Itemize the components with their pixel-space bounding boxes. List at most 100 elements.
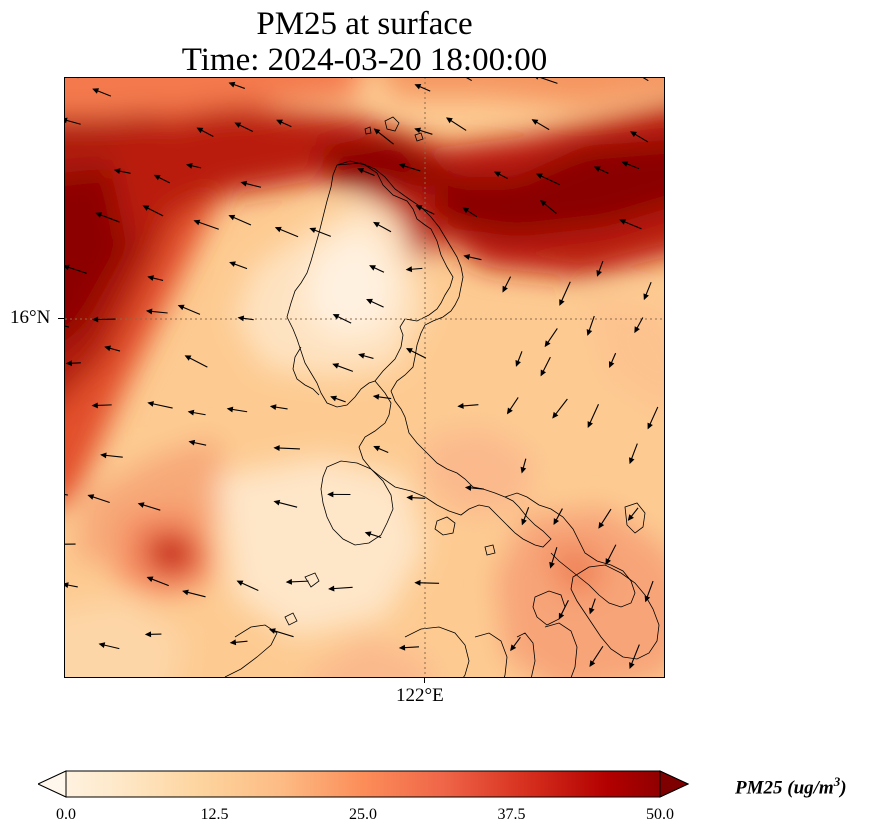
wind-vector-head [619,219,627,225]
wind-vector-head [372,393,380,400]
wind-vector-head [515,360,521,367]
wind-vector-head [327,491,334,498]
colorbar [38,770,690,798]
wind-vector-head [414,579,421,586]
wind-vector-head [91,402,98,409]
wind-vector-head [521,518,527,526]
map-plot-area[interactable] [65,77,664,677]
wind-vector-head [644,595,651,603]
lat-tick-label: 16°N [10,307,51,328]
wind-vector-head [553,518,560,526]
wind-vector-head [228,214,236,221]
wind-vector-head [593,166,601,172]
colorbar-body [38,770,690,798]
wind-vector-head [608,361,615,368]
wind-vector-head [587,421,593,428]
wind-vector-head [182,589,189,596]
colorbar-tick-label: 50.0 [646,806,674,823]
wind-vector-head [643,293,649,301]
wind-vector-head [531,119,539,125]
bataan-peninsula [292,346,320,396]
wind-vector-head [552,411,559,419]
wind-vector [65,493,68,496]
wind-vector-head [274,226,282,233]
wind-vector-head [285,578,293,585]
wind-vector-head [629,457,635,465]
wind-vector-head [187,409,195,416]
wind-vector-head [634,326,640,334]
coastlines [224,116,660,677]
mindoro-coastline [320,460,394,546]
wind-vector-head [65,264,70,271]
wind-vector-head [234,122,242,128]
wind-vector-head [621,161,629,167]
small-island-5 [284,612,298,626]
marinduque [434,516,456,536]
wind-vector-head [464,484,472,491]
wind-vector-head [535,173,543,179]
colorbar-extend-max [659,770,690,798]
wind-vector-head [398,163,406,169]
wind-vector-head [65,582,69,588]
leyte-coastline [544,622,578,677]
wind-vectors [65,77,659,670]
wind-vector-head [146,576,154,582]
wind-vector-head [605,558,611,565]
wind-vector-head [589,660,596,667]
wind-vector-head [91,316,99,323]
wind-vector-head [549,561,555,569]
wind-vector-head [237,315,245,322]
wind-vector-head [87,494,95,500]
wind-vector-head [113,168,121,174]
wind-vector-head [332,314,340,320]
bicol-peninsula [504,492,636,608]
title-line-2: Time: 2024-03-20 18:00:00 [181,42,548,78]
wind-vector-head [493,171,501,178]
wind-vector-head [145,308,153,315]
wind-vector-head [137,502,145,508]
wind-vector-head [226,406,234,413]
palawan-tip [224,624,278,677]
wind-vector-head [240,180,248,187]
wind-vector-head [558,612,565,620]
wind-vector [537,77,558,84]
wind-vector-head [415,205,423,211]
wind-vector-head [414,127,422,134]
wind-vector-head [446,117,453,124]
wind-vector-head [463,254,471,260]
lat-tick-mark [58,318,64,319]
wind-vector-head [373,445,381,452]
wind-vector-head [366,298,373,305]
wind-vector-head [405,266,413,273]
small-island-1 [384,116,400,132]
colorbar-label: PM25 (ug/m3) [735,774,847,799]
wind-vector-head [276,119,283,126]
small-island-2 [414,132,424,142]
wind-vector-head [559,299,565,306]
wind-vector-head [540,369,547,377]
wind-vector-head [229,639,237,646]
samar-coastline [570,564,660,660]
wind-vector-head [193,219,201,226]
wind-vector-head [186,162,193,169]
wind-vector-head [147,275,154,281]
wind-vector-head [398,644,406,651]
wind-vector-head [144,631,152,638]
wind-vector-head [598,521,605,529]
wind-vector-head [92,88,100,94]
wind-vector-head [510,644,517,652]
cebu-coastline [516,632,536,677]
wind-vector-head [369,265,376,271]
wind-vector-head [364,531,372,537]
wind-vector-head [177,304,185,311]
colorbar-extend-min [38,770,67,798]
wind-vector-head [506,407,513,415]
wind-vector-head [142,205,150,211]
luzon-coastline [336,160,552,548]
wind-vector-head [104,345,111,352]
wind-vector-head [228,81,236,88]
colorbar-tick-label: 12.5 [200,806,229,823]
small-island-7 [484,544,496,556]
wind-vector-head [462,207,470,214]
colorbar-tick-label: 0.0 [56,806,76,823]
